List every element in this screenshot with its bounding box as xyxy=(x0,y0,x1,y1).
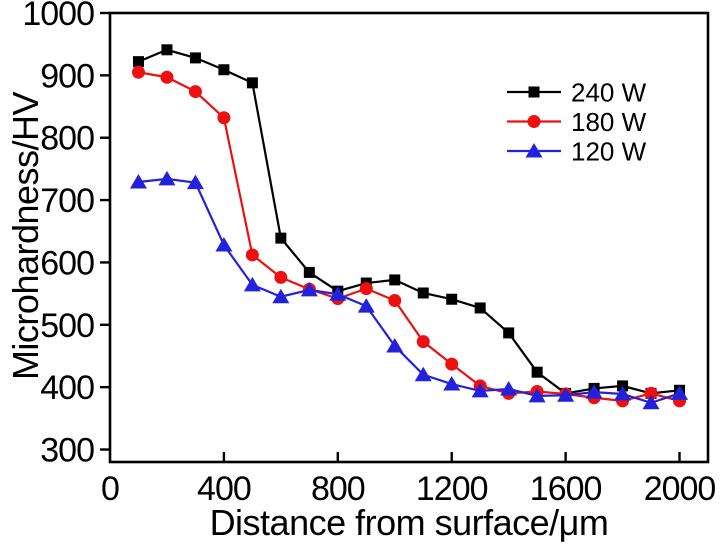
data-point xyxy=(642,394,660,410)
data-point xyxy=(389,274,401,286)
data-point xyxy=(445,357,459,371)
data-point xyxy=(274,270,288,284)
legend-marker xyxy=(527,115,541,128)
data-point xyxy=(246,77,258,89)
legend-marker xyxy=(528,86,540,98)
data-point xyxy=(416,335,430,349)
data-point xyxy=(614,386,632,401)
data-point xyxy=(474,302,486,314)
y-tick-label: 600 xyxy=(40,244,94,282)
data-point xyxy=(189,52,201,64)
data-point xyxy=(585,384,603,399)
x-tick-label: 1200 xyxy=(416,470,488,508)
data-point xyxy=(188,85,202,99)
data-point xyxy=(186,174,204,190)
data-point xyxy=(500,381,518,396)
data-point xyxy=(644,386,658,400)
data-point xyxy=(217,111,231,125)
data-point xyxy=(218,64,230,76)
legend-entry-240-w: 240 W xyxy=(507,78,647,108)
y-axis-label: Microhardness/HV xyxy=(5,91,46,381)
legend-label: 240 W xyxy=(571,78,647,108)
y-tick-label: 1000 xyxy=(22,0,94,33)
data-point xyxy=(243,276,261,292)
data-point xyxy=(386,338,404,353)
data-point xyxy=(417,287,429,299)
y-tick-label: 300 xyxy=(40,432,94,470)
x-tick-label: 1600 xyxy=(530,470,602,508)
data-point xyxy=(300,281,318,297)
series-120-w xyxy=(129,170,689,410)
data-point xyxy=(275,232,287,244)
data-point xyxy=(272,288,290,304)
legend-entry-180-w: 180 W xyxy=(507,107,647,137)
legend-entry-120-w: 120 W xyxy=(507,137,647,167)
data-point xyxy=(357,298,375,313)
data-point xyxy=(132,56,144,68)
data-point xyxy=(557,387,575,402)
data-point xyxy=(531,366,543,378)
data-point xyxy=(160,70,174,84)
x-tick-label: 400 xyxy=(197,470,251,508)
y-tick-label: 800 xyxy=(40,120,94,158)
data-point xyxy=(129,173,147,189)
data-point xyxy=(388,293,402,307)
data-point xyxy=(528,387,546,403)
x-tick-label: 2000 xyxy=(644,470,716,508)
legend-marker xyxy=(525,143,543,158)
y-tick-label: 900 xyxy=(40,57,94,95)
data-point xyxy=(414,366,432,382)
data-point xyxy=(161,44,173,56)
series-line xyxy=(138,177,680,404)
data-point xyxy=(329,286,347,301)
data-point xyxy=(671,385,689,400)
legend-label: 180 W xyxy=(571,107,647,137)
data-point xyxy=(446,293,458,305)
x-tick-label: 800 xyxy=(311,470,365,508)
y-tick-label: 700 xyxy=(40,182,94,220)
data-point xyxy=(215,236,233,252)
data-point xyxy=(303,266,315,278)
y-tick-label: 400 xyxy=(40,369,94,407)
data-point xyxy=(443,376,461,391)
data-point xyxy=(131,65,145,79)
data-point xyxy=(471,382,489,398)
plot-frame xyxy=(108,11,710,464)
legend-label: 120 W xyxy=(571,137,647,167)
data-point xyxy=(245,248,259,262)
data-point xyxy=(617,380,629,392)
data-point xyxy=(359,282,373,296)
data-point xyxy=(158,170,176,186)
data-point xyxy=(503,327,515,339)
x-axis-label: Distance from surface/μm xyxy=(209,502,609,543)
x-tick-label: 0 xyxy=(101,470,119,508)
y-tick-label: 500 xyxy=(40,307,94,345)
